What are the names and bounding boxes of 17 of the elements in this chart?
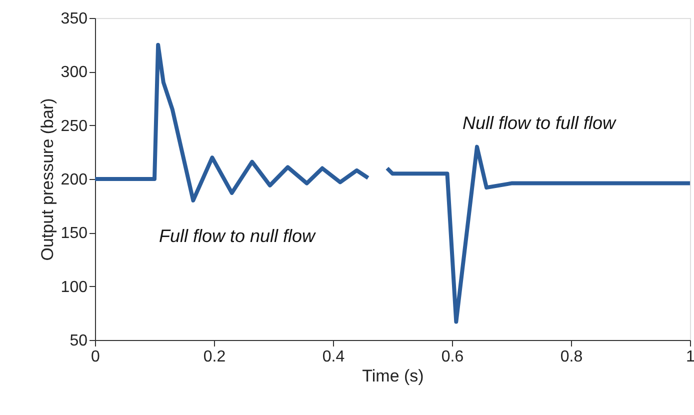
y-tick-label: 50 <box>70 332 88 350</box>
y-tick-label: 200 <box>60 172 88 188</box>
y-tick-label: 300 <box>60 64 88 82</box>
annotation: Full flow to null flow <box>158 226 316 246</box>
x-tick-label: 0.8 <box>560 348 583 366</box>
x-tick-label: 0 <box>91 348 100 366</box>
y-tick-label: 250 <box>60 118 88 135</box>
x-axis-title: Time (s) <box>362 366 424 386</box>
y-tick-label: 150 <box>60 225 88 242</box>
y-axis-title: Output pressure (bar) <box>38 98 57 261</box>
y-tick-label: 100 <box>60 278 88 296</box>
x-tick-label: 1 <box>686 348 694 366</box>
x-tick-label: 0.4 <box>322 348 345 366</box>
x-tick-label: 0.6 <box>441 348 464 366</box>
y-tick-label: 350 <box>60 10 88 28</box>
x-tick-label: 0.2 <box>203 348 226 366</box>
annotation: Null flow to full flow <box>462 113 617 133</box>
